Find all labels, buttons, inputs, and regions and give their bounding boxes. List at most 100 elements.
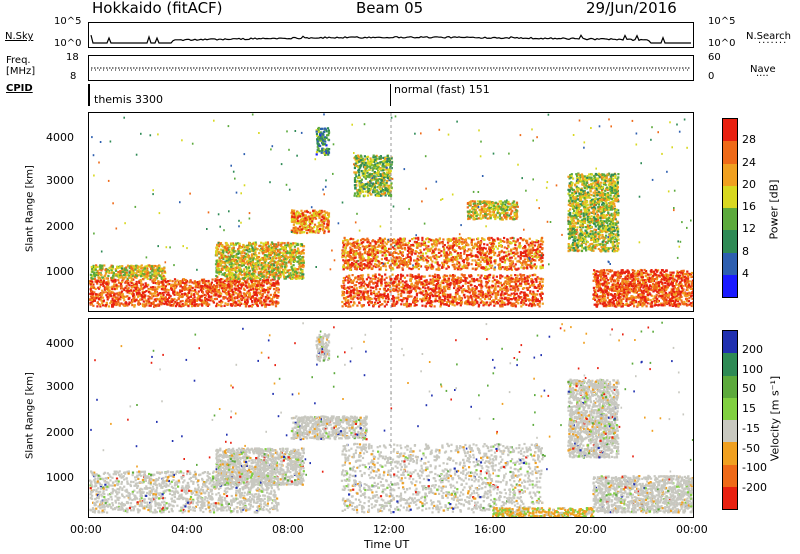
x-tick-label: 16:00 [474,523,506,536]
vel-cbar-tick: 50 [742,382,756,396]
echo-region [492,507,595,517]
colorbar-segment [723,442,737,465]
date-title: 29/Jun/2016 [586,0,677,17]
station-title: Hokkaido (fitACF) [92,0,223,17]
nsky-trace [90,34,691,44]
power-cbar-tick: 20 [742,177,756,191]
echo-region [315,333,331,363]
nsky-panel [88,22,694,48]
nsky-label: N.Sky [5,31,34,42]
echo-region [353,154,394,198]
power-plot [88,112,694,312]
x-tick-label: 04:00 [171,523,203,536]
nave-legend-dots: ···· [756,71,769,82]
power-cbar-tick: 12 [742,222,756,236]
nave-tick-bottom: 0 [708,71,715,82]
nsearch-label: N.Search [746,31,792,42]
freq-tick-bottom: 8 [70,71,77,82]
colorbar-segment [723,420,737,443]
x-tick-label: 12:00 [373,523,405,536]
colorbar-segment [723,230,737,253]
power-cbar-tick: 24 [742,155,756,169]
colorbar-segment [723,397,737,420]
power-ytick-2000: 2000 [46,220,74,233]
power-cbar-tick: 4 [742,266,749,280]
nsearch-legend-dots: ······· [758,38,788,49]
nsky-tick-top: 10^5 [54,16,82,27]
echo-region [592,474,693,514]
cpid-divider [390,84,391,106]
colorbar-segment [723,208,737,231]
x-axis-label: Time UT [364,538,410,551]
echo-region [340,273,545,308]
vel-ytick-2000: 2000 [46,426,74,439]
velocity-heatmap [89,319,693,517]
power-cbar-tick: 8 [742,244,749,258]
vel-ytick-3000: 3000 [46,380,74,393]
colorbar-segment [723,353,737,376]
colorbar-segment [723,185,737,208]
vel-cbar-tick: -15 [742,421,760,435]
scatter-echoes [91,113,692,272]
x-tick-label: 00:00 [676,523,708,536]
nave-label: Nave [750,64,776,75]
echo-region [290,209,331,235]
vel-ytick-4000: 4000 [46,337,74,350]
colorbar-segment [723,274,737,297]
power-colorbar [722,118,738,298]
vel-cbar-tick: -50 [742,441,760,455]
nsky-tick-bottom: 10^0 [54,38,82,49]
echo-region [466,200,519,221]
x-tick-label: 00:00 [70,523,102,536]
cpid-mode-2: normal (fast) 151 [394,83,490,96]
power-ytick-1000: 1000 [46,265,74,278]
echo-region [89,264,167,281]
colorbar-segment [723,252,737,275]
velocity-plot [88,318,694,518]
vel-cbar-tick: 15 [742,402,756,416]
freq-trace [91,67,691,71]
scatter-echoes [90,321,693,479]
echo-region [215,447,305,487]
power-cbar-tick: 28 [742,133,756,147]
freq-unit: [MHz] [6,66,36,77]
vel-ylabel: Slant Range [km] [24,372,36,459]
nave-tick-top: 60 [708,52,721,63]
power-ylabel: Slant Range [km] [24,165,36,252]
power-cbar-tick: 16 [742,200,756,213]
nsearch-tick-top: 10^5 [708,16,736,27]
cpid-label: CPID [6,83,33,94]
vel-cbar-tick: 200 [742,342,763,356]
nsearch-tick-bottom: 10^0 [708,38,736,49]
power-ytick-3000: 3000 [46,174,74,187]
power-cbar-label: Power [dB] [767,179,781,240]
echo-region [290,415,368,441]
echo-region [315,126,331,156]
echo-region [340,442,545,514]
colorbar-segment [723,119,737,142]
x-tick-label: 08:00 [272,523,304,536]
freq-label: Freq. [6,55,31,66]
colorbar-segment [723,331,737,354]
echo-region [567,172,620,253]
colorbar-segment [723,486,737,509]
colorbar-segment [723,141,737,164]
beam-title: Beam 05 [356,0,424,17]
cpid-bar [88,84,90,106]
echo-region [592,268,693,308]
echo-region [341,236,545,271]
cpid-mode-1: themis 3300 [94,93,164,106]
x-tick-label: 20:00 [575,523,607,536]
velocity-colorbar [722,330,738,510]
colorbar-segment [723,163,737,186]
freq-tick-top: 18 [66,52,79,63]
echo-region [567,378,620,459]
vel-cbar-tick: -100 [742,461,767,475]
vel-ytick-1000: 1000 [46,471,74,484]
freq-panel [88,55,694,81]
colorbar-segment [723,464,737,487]
power-heatmap [89,113,693,311]
vel-cbar-tick: -200 [742,481,767,495]
vel-cbar-tick: 100 [742,362,763,376]
echo-region [89,278,280,308]
